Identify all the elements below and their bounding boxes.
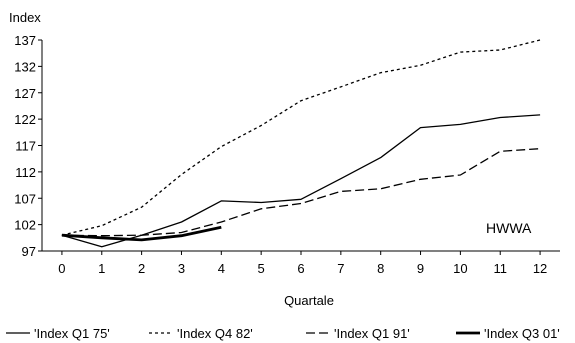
y-tick-label: 97 [22,244,36,259]
x-tick-label: 0 [58,261,65,276]
legend-label-3: 'Index Q1 91' [334,326,410,341]
x-tick-label: 2 [138,261,145,276]
x-tick-label: 11 [493,261,507,276]
y-tick-label: 112 [15,165,36,180]
y-tick-label: 122 [14,112,36,127]
y-tick-label: 127 [14,86,36,101]
legend: 'Index Q1 75' 'Index Q4 82' 'Index Q1 91' '… [6,326,560,341]
x-tick-label: 4 [218,261,225,276]
y-tick-label: 107 [14,191,36,206]
y-tick-label: 117 [15,139,36,154]
series-line-3 [61,148,541,237]
x-tick-label: 1 [98,261,105,276]
series-line-1 [61,114,541,248]
y-tick-label: 132 [14,59,36,74]
x-tick-label: 5 [258,261,265,276]
y-tick-label: 102 [14,218,36,233]
y-axis-title: Index [9,10,41,25]
chart-annotation: HWWA [486,220,532,236]
legend-label-4: 'Index Q3 01' [484,326,560,341]
x-axis-title: Quartale [284,293,334,308]
x-tick-label: 8 [377,261,384,276]
x-tick-label: 12 [533,261,547,276]
x-tick-label: 9 [417,261,424,276]
x-tick-label: 7 [337,261,344,276]
x-tick-label: 3 [178,261,185,276]
series-line-4 [61,225,222,242]
y-tick-label: 137 [14,33,36,48]
legend-label-2: 'Index Q4 82' [177,326,253,341]
series-layer [61,39,541,248]
legend-label-1: 'Index Q1 75' [34,326,110,341]
series-line-2 [61,39,541,236]
x-tick-label: 10 [453,261,467,276]
x-tick-label: 6 [297,261,304,276]
